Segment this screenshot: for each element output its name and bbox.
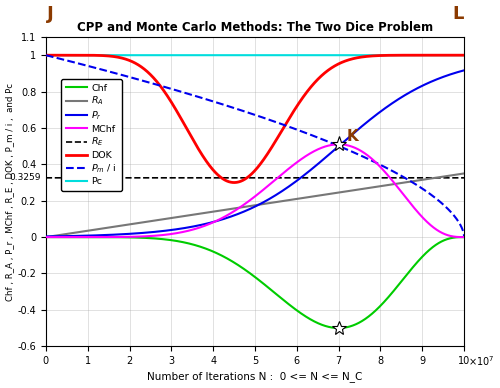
Text: K: K bbox=[346, 129, 358, 144]
Text: 0.3259: 0.3259 bbox=[9, 173, 40, 182]
Text: L: L bbox=[452, 5, 464, 23]
Y-axis label: Chf , R_A , P_r , MChf , R_E , DOK , P_m / i ,  and Pc: Chf , R_A , P_r , MChf , R_E , DOK , P_m… bbox=[6, 83, 15, 301]
X-axis label: Number of Iterations N :  0 <= N <= N_C: Number of Iterations N : 0 <= N <= N_C bbox=[148, 372, 362, 383]
Legend: Chf, $R_A$, $P_r$, MChf, $R_E$, DOK, $P_m$ / i, Pc: Chf, $R_A$, $P_r$, MChf, $R_E$, DOK, $P_… bbox=[61, 79, 122, 191]
Text: $\times 10^7$: $\times 10^7$ bbox=[468, 355, 495, 368]
Title: CPP and Monte Carlo Methods: The Two Dice Problem: CPP and Monte Carlo Methods: The Two Dic… bbox=[77, 21, 433, 35]
Text: J: J bbox=[47, 5, 54, 23]
